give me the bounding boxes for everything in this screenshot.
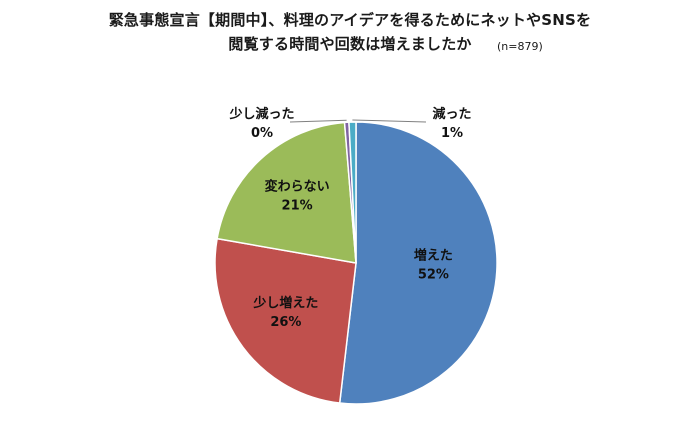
slice-value-1: 52% (418, 268, 449, 283)
slice-label-3: 変わらない (265, 178, 330, 194)
chart-title-line1: 緊急事態宣言【期間中】、料理のアイデアを得るためにネットやSNSを (108, 11, 592, 29)
slice-label-5: 減った (432, 106, 471, 122)
leader-lines (289, 119, 427, 123)
slice-value-3: 21% (282, 198, 313, 213)
slice-value-2: 26% (270, 315, 301, 330)
slice-label-4: 少し減った (228, 106, 294, 122)
chart-title-line2-text: 閲覧する時間や回数は増えましたか (228, 35, 472, 53)
pie-slice-2 (214, 237, 357, 404)
leader-line-4 (289, 119, 347, 123)
slice-labels: 増えた 52% 少し増えた 26% 変わらない 21% 少し減った 0% 減った 1% (228, 106, 471, 330)
sample-size-note: (n=879) (497, 40, 543, 53)
chart-title-line2: 閲覧する時間や回数は増えましたか (0, 33, 700, 54)
slice-label-2: 少し増えた (252, 295, 318, 311)
leader-line-5 (352, 119, 427, 123)
pie-slice-5 (348, 121, 357, 264)
slice-value-4: 0% (251, 126, 273, 141)
pie-slices (214, 121, 498, 405)
pie-slice-1 (338, 121, 498, 405)
slice-label-1: 増えた (414, 248, 453, 264)
pie-slice-3 (216, 121, 357, 264)
slice-value-5: 1% (441, 126, 463, 141)
